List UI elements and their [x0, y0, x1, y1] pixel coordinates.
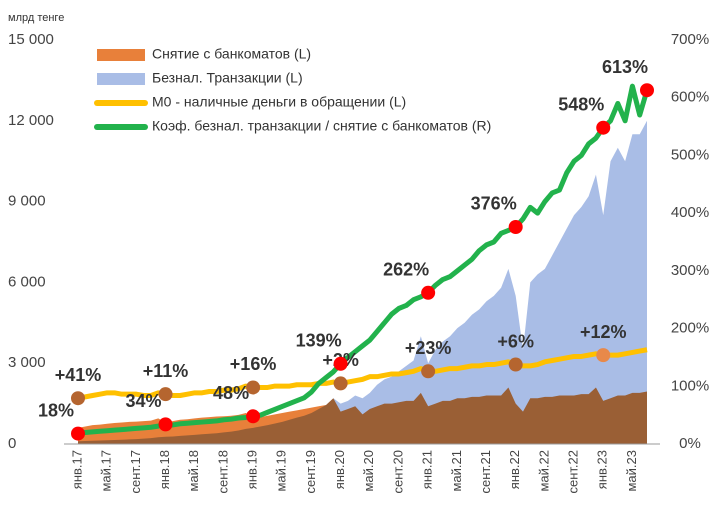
annotation: +6% — [497, 331, 534, 351]
marker — [333, 356, 348, 371]
marker — [421, 285, 436, 300]
area — [78, 387, 647, 444]
unit-label: млрд тенге — [8, 12, 64, 24]
annotation-dot — [333, 376, 348, 391]
x-tick-label: янв.20 — [332, 450, 347, 489]
x-tick-label: янв.23 — [595, 450, 610, 489]
marker — [246, 409, 261, 424]
annotation: +12% — [580, 322, 627, 342]
y2-tick-label: 400% — [671, 204, 709, 221]
marker — [640, 83, 654, 98]
line — [77, 83, 650, 437]
x-tick-label: сент.19 — [303, 450, 318, 494]
y-tick-label: 6 000 — [8, 273, 46, 290]
marker — [158, 417, 173, 432]
y2-tick-label: 500% — [671, 146, 709, 163]
data-label: 613% — [602, 57, 648, 77]
y2-tick-label: 200% — [671, 320, 709, 337]
annotation-dot — [71, 391, 85, 406]
marker — [596, 120, 611, 135]
y-tick-label: 15 000 — [8, 31, 54, 48]
annotation-dot — [246, 380, 261, 395]
x-tick-label: сент.20 — [390, 450, 405, 494]
y2-tick-label: 300% — [671, 262, 709, 279]
annotation: +23% — [405, 338, 452, 358]
legend-label: М0 - наличные деньги в обращении (L) — [152, 94, 406, 110]
annotation-dot — [158, 387, 173, 402]
data-label: 548% — [558, 94, 604, 114]
x-tick-label: сент.17 — [128, 450, 143, 494]
y-tick-label: 3 000 — [8, 354, 46, 371]
data-label: 262% — [383, 260, 429, 280]
annotation-dot — [596, 348, 611, 363]
data-label: 18% — [38, 400, 74, 420]
marker — [71, 426, 85, 441]
x-tick-label: сент.22 — [565, 450, 580, 494]
x-tick-label: сент.18 — [215, 450, 230, 494]
annotation: +41% — [55, 365, 102, 385]
x-tick-label: янв.21 — [420, 450, 435, 489]
y2-tick-label: 600% — [671, 89, 709, 106]
annotation: +11% — [143, 361, 189, 381]
y-tick-label: 12 000 — [8, 112, 54, 129]
annotation: +16% — [230, 354, 277, 374]
x-tick-label: май.19 — [274, 450, 289, 492]
legend-label: Снятие с банкоматов (L) — [152, 46, 311, 62]
y2-tick-label: 0% — [679, 435, 701, 452]
line — [77, 347, 648, 401]
x-tick-label: сент.21 — [478, 450, 493, 494]
legend-label: Безнал. Транзакции (L) — [152, 70, 303, 86]
annotation-dot — [421, 364, 436, 379]
data-label: 376% — [471, 194, 517, 214]
y-tick-label: 0 — [8, 435, 16, 452]
x-tick-label: янв.19 — [245, 450, 260, 489]
marker — [508, 219, 523, 234]
legend-swatch — [97, 73, 145, 85]
data-label: 139% — [296, 331, 342, 351]
x-tick-label: май.22 — [536, 450, 551, 492]
x-tick-label: май.17 — [99, 450, 114, 492]
legend-swatch — [97, 49, 145, 61]
legend-label: Коэф. безнал. транзакции / снятие с банк… — [152, 118, 491, 134]
y-tick-label: 9 000 — [8, 193, 46, 210]
x-tick-label: май.21 — [449, 450, 464, 492]
x-tick-label: янв.18 — [157, 450, 172, 489]
y2-tick-label: 100% — [671, 377, 709, 394]
x-tick-label: май.20 — [361, 450, 376, 492]
y2-tick-label: 700% — [671, 31, 709, 48]
x-tick-label: янв.22 — [507, 450, 522, 489]
x-tick-label: май.23 — [624, 450, 639, 492]
annotation-dot — [508, 357, 523, 372]
x-tick-label: янв.17 — [69, 450, 84, 489]
data-label: 34% — [126, 391, 162, 411]
data-label: 48% — [213, 383, 249, 403]
x-tick-label: май.18 — [186, 450, 201, 492]
